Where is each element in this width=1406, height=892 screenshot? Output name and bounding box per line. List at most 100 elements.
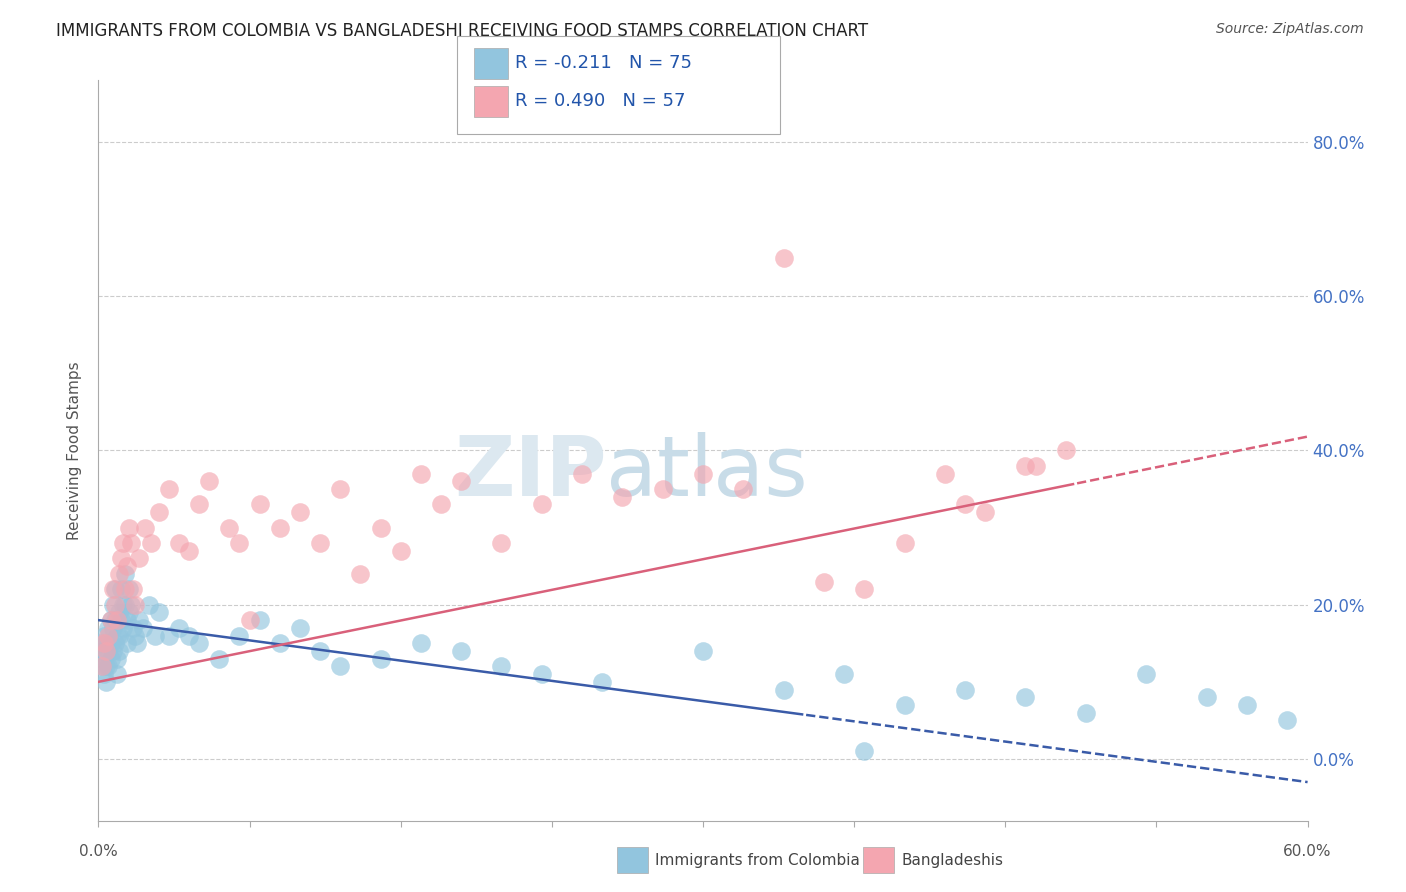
Point bbox=[953, 682, 976, 697]
Point bbox=[132, 621, 155, 635]
Point bbox=[1135, 667, 1157, 681]
Point bbox=[128, 551, 150, 566]
Point bbox=[329, 482, 352, 496]
Point bbox=[124, 628, 146, 642]
Point bbox=[100, 651, 122, 665]
Text: Immigrants from Colombia: Immigrants from Colombia bbox=[655, 854, 860, 868]
Point bbox=[118, 520, 141, 534]
Point bbox=[893, 536, 915, 550]
Point bbox=[103, 613, 125, 627]
Point bbox=[114, 582, 136, 597]
Point bbox=[110, 551, 132, 566]
Text: atlas: atlas bbox=[606, 432, 808, 513]
Point bbox=[692, 467, 714, 481]
Point bbox=[612, 490, 634, 504]
Text: R = -0.211   N = 75: R = -0.211 N = 75 bbox=[515, 54, 692, 72]
Point bbox=[111, 621, 134, 635]
Text: Source: ZipAtlas.com: Source: ZipAtlas.com bbox=[1216, 22, 1364, 37]
Point bbox=[96, 636, 118, 650]
Point bbox=[115, 613, 138, 627]
Point bbox=[148, 505, 170, 519]
Point bbox=[409, 467, 432, 481]
Point bbox=[110, 613, 132, 627]
Text: ZIP: ZIP bbox=[454, 432, 606, 513]
Point bbox=[450, 475, 472, 489]
Point bbox=[1054, 443, 1077, 458]
Point bbox=[530, 667, 553, 681]
Point bbox=[309, 536, 332, 550]
Point bbox=[179, 543, 201, 558]
Point bbox=[100, 613, 122, 627]
Point bbox=[288, 621, 311, 635]
Point bbox=[1277, 714, 1299, 728]
Point bbox=[118, 582, 141, 597]
Point bbox=[188, 498, 211, 512]
Point bbox=[370, 651, 392, 665]
Text: 60.0%: 60.0% bbox=[1284, 844, 1331, 859]
Point bbox=[124, 598, 146, 612]
Point bbox=[1074, 706, 1097, 720]
Point bbox=[893, 698, 915, 712]
Point bbox=[93, 636, 115, 650]
Point bbox=[97, 659, 120, 673]
Point bbox=[853, 582, 876, 597]
Point bbox=[651, 482, 673, 496]
Text: R = 0.490   N = 57: R = 0.490 N = 57 bbox=[515, 92, 685, 110]
Point bbox=[974, 505, 997, 519]
Point bbox=[491, 536, 513, 550]
Point bbox=[1236, 698, 1258, 712]
Point bbox=[96, 674, 118, 689]
Point bbox=[228, 536, 250, 550]
Point bbox=[239, 613, 262, 627]
Text: 0.0%: 0.0% bbox=[79, 844, 118, 859]
Point bbox=[107, 606, 129, 620]
Point bbox=[134, 520, 156, 534]
Point bbox=[91, 659, 114, 673]
Point bbox=[120, 598, 142, 612]
Point bbox=[138, 598, 160, 612]
Point bbox=[91, 659, 114, 673]
Point bbox=[121, 621, 143, 635]
Point bbox=[288, 505, 311, 519]
Point bbox=[167, 536, 190, 550]
Point bbox=[491, 659, 513, 673]
Point bbox=[148, 606, 170, 620]
Point bbox=[1014, 458, 1036, 473]
Point bbox=[692, 644, 714, 658]
Point bbox=[89, 636, 111, 650]
Point bbox=[110, 582, 132, 597]
Point bbox=[249, 613, 271, 627]
Point bbox=[179, 628, 201, 642]
Point bbox=[143, 628, 166, 642]
Point bbox=[228, 628, 250, 642]
Point bbox=[103, 582, 125, 597]
Point bbox=[188, 636, 211, 650]
Point bbox=[97, 644, 120, 658]
Point bbox=[115, 559, 138, 574]
Point bbox=[571, 467, 593, 481]
Point bbox=[100, 613, 122, 627]
Point bbox=[389, 543, 412, 558]
Point bbox=[1014, 690, 1036, 705]
Point bbox=[733, 482, 755, 496]
Point bbox=[772, 682, 794, 697]
Point bbox=[103, 598, 125, 612]
Point bbox=[832, 667, 855, 681]
Point bbox=[107, 566, 129, 581]
Point bbox=[953, 498, 976, 512]
Point bbox=[772, 251, 794, 265]
Point bbox=[309, 644, 332, 658]
Point bbox=[101, 621, 124, 635]
Point bbox=[107, 628, 129, 642]
Point bbox=[121, 582, 143, 597]
Point bbox=[111, 598, 134, 612]
Point bbox=[218, 520, 240, 534]
Point bbox=[125, 636, 148, 650]
Text: IMMIGRANTS FROM COLOMBIA VS BANGLADESHI RECEIVING FOOD STAMPS CORRELATION CHART: IMMIGRANTS FROM COLOMBIA VS BANGLADESHI … bbox=[56, 22, 869, 40]
Point bbox=[349, 566, 371, 581]
Point bbox=[167, 621, 190, 635]
Y-axis label: Receiving Food Stamps: Receiving Food Stamps bbox=[67, 361, 83, 540]
Point bbox=[157, 482, 180, 496]
Point bbox=[934, 467, 956, 481]
Point bbox=[114, 566, 136, 581]
